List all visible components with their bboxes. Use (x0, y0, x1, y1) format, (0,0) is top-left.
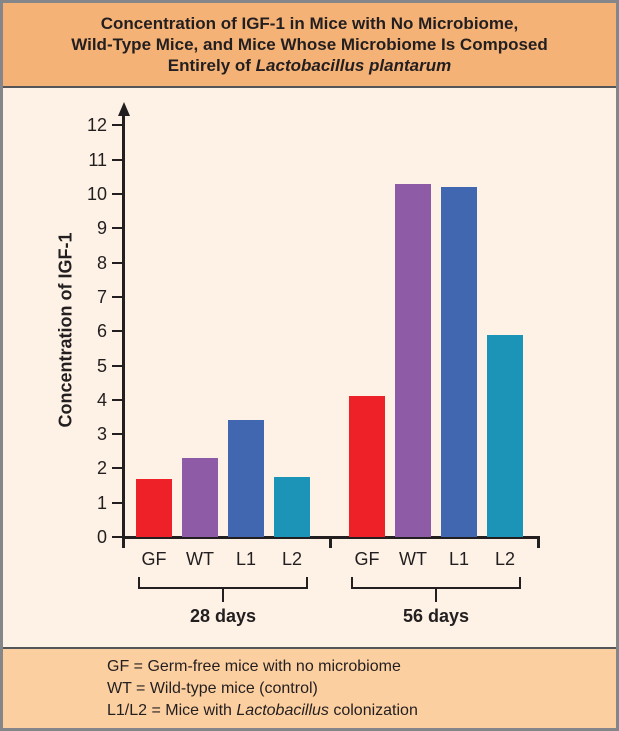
bar-28days-L2 (274, 477, 310, 537)
y-tick-label: 2 (96, 458, 107, 479)
legend-line1: GF = Germ-free mice with no microbiome (107, 658, 401, 675)
y-axis-tick (112, 295, 122, 298)
y-tick-label: 6 (96, 321, 107, 342)
y-axis-tick (112, 330, 122, 333)
x-axis-group-tick (329, 536, 332, 548)
bar-28days-GF (136, 479, 172, 537)
y-axis-tick (112, 227, 122, 230)
y-tick-label: 10 (86, 184, 107, 204)
y-axis-tick (112, 536, 122, 538)
x-category-label: WT (186, 549, 214, 569)
y-axis-tick (112, 193, 122, 195)
group-bracket-tick (222, 589, 224, 602)
bar-56days-GF (349, 396, 385, 537)
bar-chart-plot-area: Concentration of IGF-1 0 1 2 3 4 5 6 7 8 9 10 11 12 G… (3, 88, 616, 647)
y-axis-tick (112, 501, 122, 504)
group-duration-label: 28 days (189, 606, 257, 626)
y-axis-tick (112, 261, 122, 264)
y-tick-label: 1 (96, 492, 107, 513)
legend: GF = Germ-free mice with no microbiome W… (3, 647, 616, 728)
bar-56days-L1 (441, 187, 477, 537)
bar-28days-WT (182, 458, 218, 537)
bar-28days-L1 (228, 420, 264, 537)
y-tick-label: 7 (96, 286, 107, 307)
y-tick-label: 4 (96, 389, 107, 410)
x-category-label: L1 (448, 549, 470, 569)
group-duration-label: 56 days (402, 606, 470, 626)
y-tick-label: 12 (86, 115, 107, 136)
x-category-label: L1 (235, 549, 257, 569)
x-category-label: L2 (281, 549, 303, 569)
y-axis-tick (112, 433, 122, 436)
x-axis-group-tick (122, 536, 125, 548)
legend-line3: L1/L2 = Mice with Lactobacillus coloniza… (107, 702, 418, 719)
y-tick-label: 8 (96, 252, 107, 273)
bar-56days-L2 (487, 335, 523, 537)
group-bracket (138, 577, 308, 589)
x-category-label: GF (141, 549, 167, 569)
chart-title-line2: Wild-Type Mice, and Mice Whose Microbiom… (71, 35, 548, 54)
y-tick-label: 0 (96, 527, 107, 547)
y-axis-tick (112, 158, 122, 161)
group-bracket (351, 577, 521, 589)
y-axis-line (122, 114, 125, 537)
chart-title: Concentration of IGF-1 in Mice with No M… (3, 3, 616, 88)
y-axis-tick (112, 467, 122, 470)
group-bracket-tick (435, 589, 437, 602)
chart-title-line1: Concentration of IGF-1 in Mice with No M… (100, 14, 519, 33)
chart-title-line3: Entirely of Lactobacillus plantarum (167, 56, 452, 75)
y-axis-tick (112, 124, 122, 127)
y-tick-label: 9 (96, 218, 107, 239)
x-axis-end-tick (537, 536, 540, 548)
bar-56days-WT (395, 184, 431, 537)
y-tick-label: 5 (96, 355, 107, 376)
legend-line2: WT = Wild-type mice (control) (107, 680, 318, 697)
x-category-label: WT (399, 549, 427, 569)
y-tick-label: 3 (96, 424, 107, 445)
y-tick-label: 11 (88, 149, 107, 170)
x-category-label: GF (354, 549, 380, 569)
y-axis-tick (112, 398, 122, 401)
y-axis-tick (112, 364, 122, 367)
y-axis-arrow-icon (117, 102, 130, 116)
x-category-label: L2 (494, 549, 516, 569)
